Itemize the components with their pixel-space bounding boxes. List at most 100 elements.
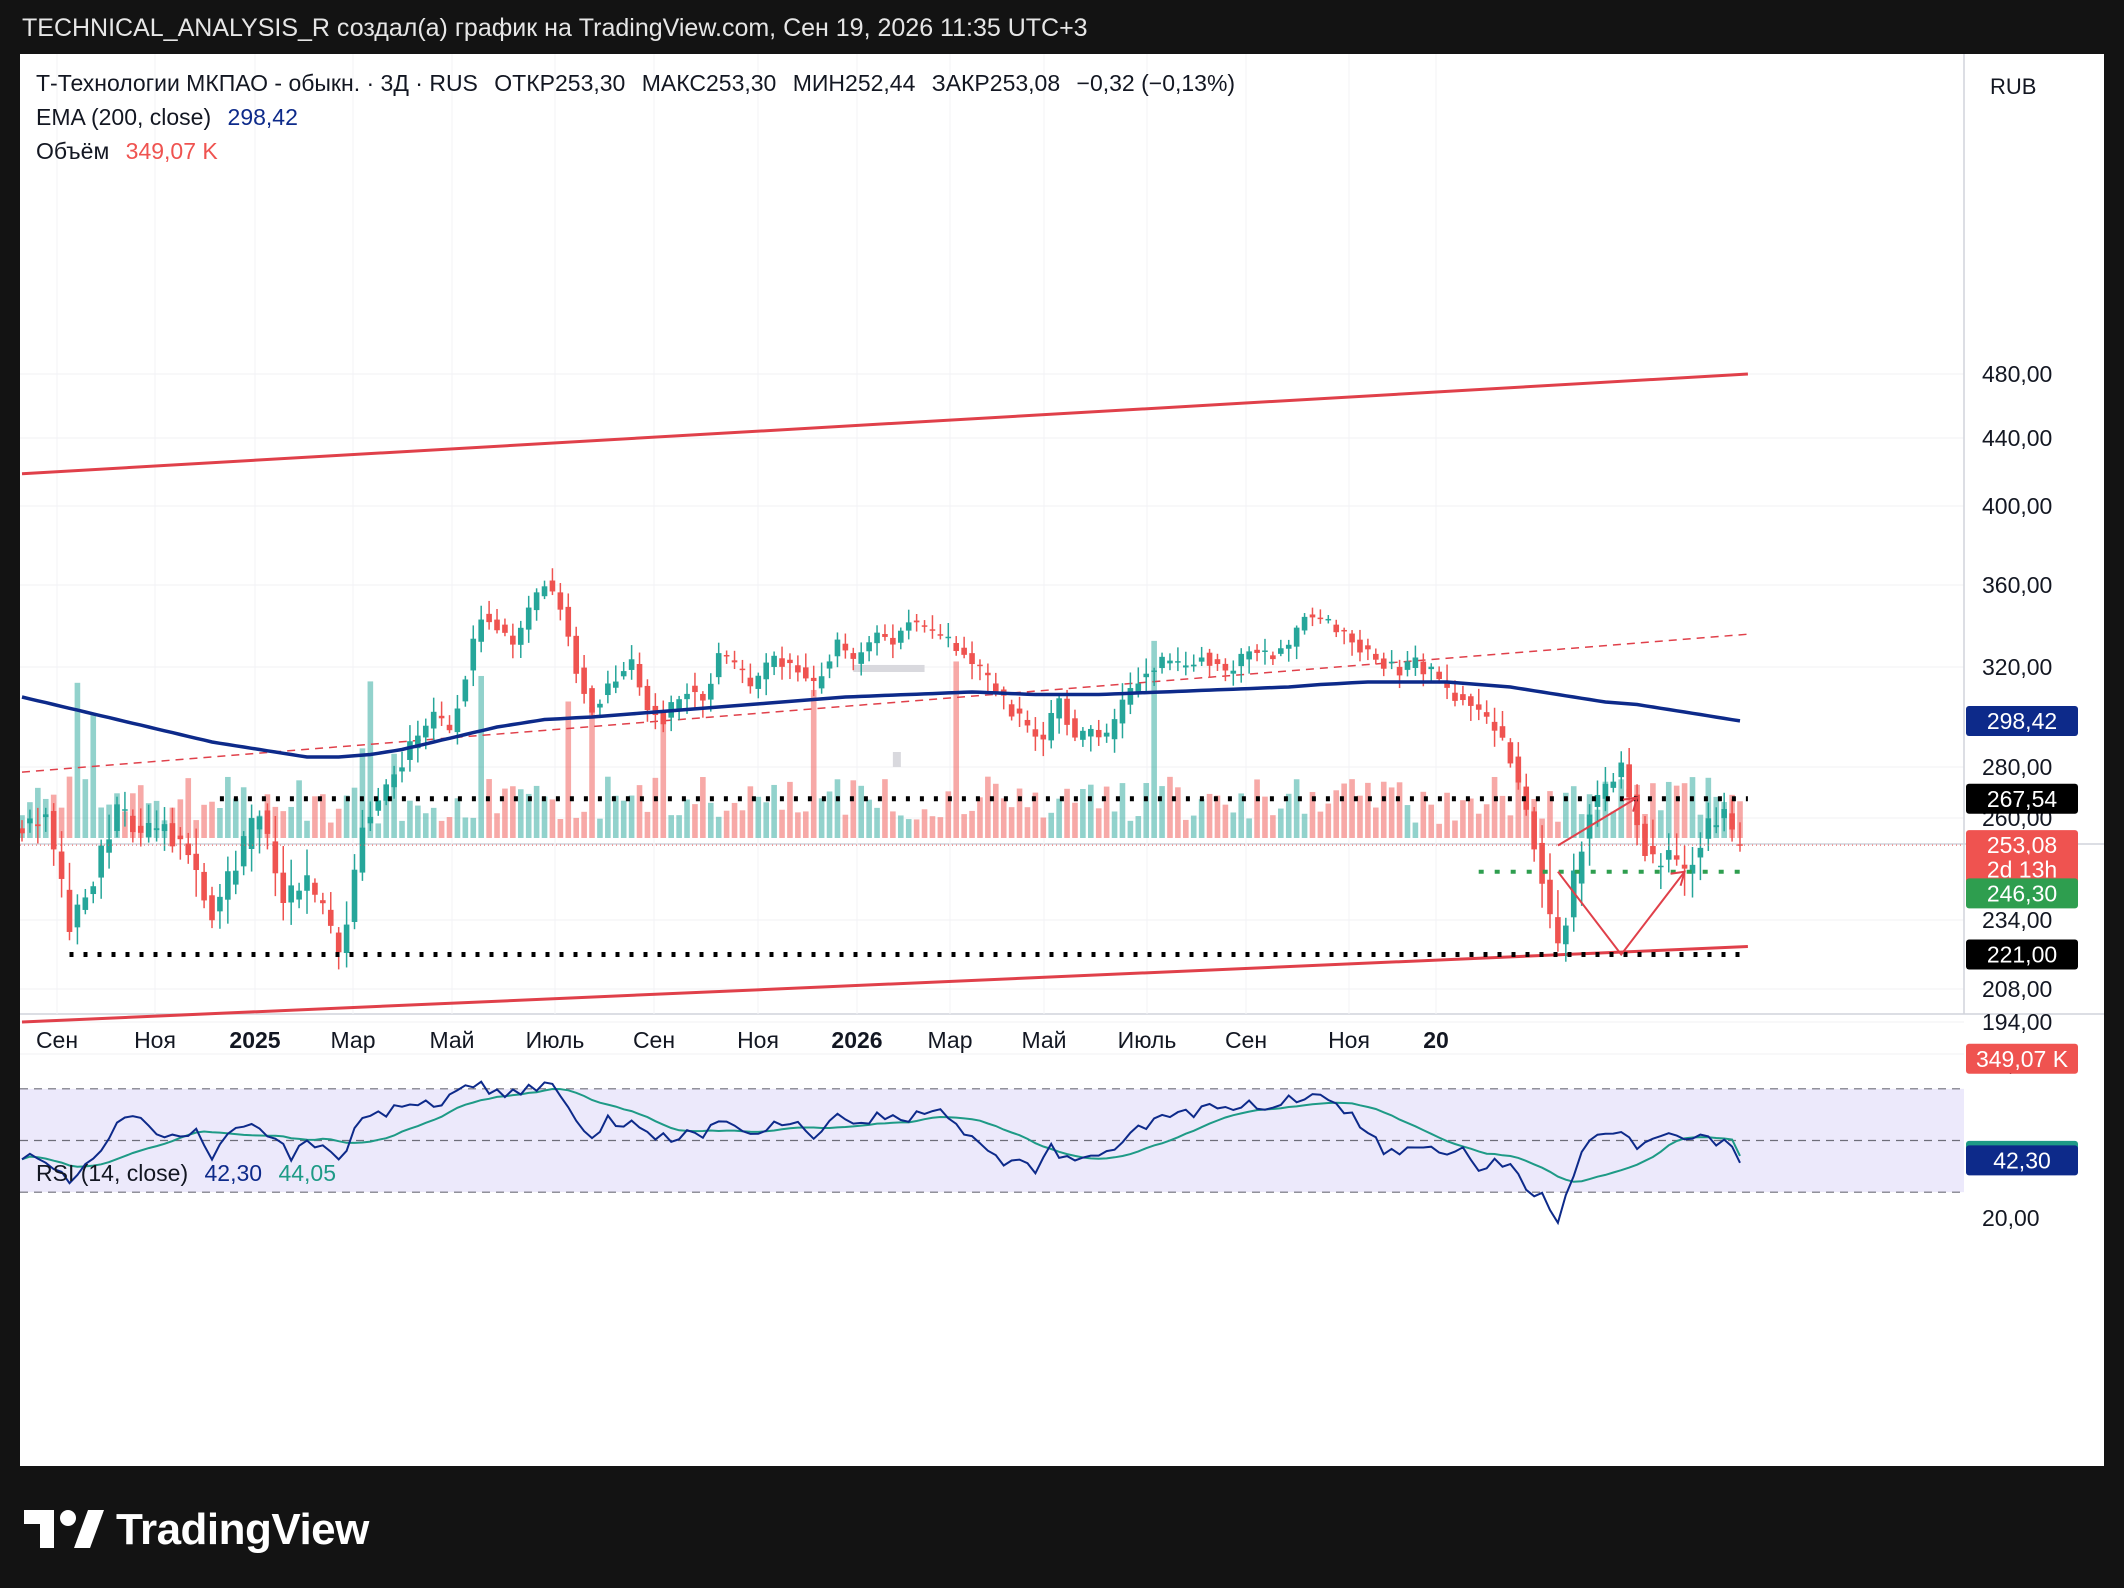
candle-body [35, 824, 41, 827]
candle-body [1428, 666, 1435, 670]
candle-body [1444, 681, 1450, 688]
rsi-line [21, 1080, 1741, 1226]
candle-body [1515, 756, 1522, 783]
volume-legend[interactable]: Объём 349,07 K [36, 138, 228, 165]
candle-body [1230, 670, 1237, 674]
price-badge-text: 298,42 [1987, 708, 2057, 734]
candle-body [217, 896, 223, 912]
candle-body [327, 909, 334, 926]
candle-body [1159, 656, 1165, 669]
candle-body [1388, 661, 1395, 664]
volume-bar [1095, 808, 1102, 838]
candle-body [161, 824, 168, 832]
volume-bar [1618, 779, 1625, 838]
volume-bar [747, 786, 754, 838]
price-badge: 267,54 [1966, 783, 2078, 814]
rsi-legend[interactable]: RSI (14, close) 42,30 44,05 [36, 1160, 346, 1187]
volume-bar [969, 810, 975, 838]
candle-body [1008, 704, 1015, 717]
tradingview-logo[interactable]: TradingView [24, 1500, 369, 1560]
volume-bar [905, 819, 912, 838]
time-tick-label: Ноя [134, 1027, 176, 1053]
volume-bar [1309, 791, 1316, 838]
price-badge-bg [1966, 1043, 2078, 1074]
ema-legend[interactable]: EMA (200, close) 298,42 [36, 104, 308, 131]
candle-body [288, 885, 294, 903]
candle-body [1626, 764, 1632, 798]
volume-bar [1159, 786, 1165, 838]
candle-body [1317, 617, 1324, 620]
candle-body [1475, 704, 1482, 710]
volume-bar [217, 808, 223, 838]
volume-bar [715, 816, 722, 838]
candle-body [937, 634, 944, 636]
price-badge-bg [1966, 854, 2078, 885]
volume-bar [438, 820, 445, 838]
candle-body [961, 647, 967, 655]
volume-bar [201, 804, 207, 838]
volume-bar [1460, 800, 1466, 838]
time-tick-label: Мар [330, 1027, 375, 1053]
volume-bar [953, 661, 960, 838]
candle-body [897, 630, 904, 643]
candle-body [510, 635, 516, 645]
candle-body [985, 672, 991, 676]
currency-label[interactable]: RUB [1990, 74, 2037, 99]
candle-body [304, 875, 310, 891]
candle-body [1713, 825, 1720, 828]
volume-bar [470, 817, 477, 838]
volume-bar [739, 810, 746, 838]
volume-bar [335, 808, 342, 838]
volume-bar [422, 813, 429, 838]
volume-bar [1626, 788, 1632, 838]
chart-panel[interactable]: Сен Ноя 2025 Мар Май Июль Сен Ноя 2026 Мар Май Июль… [20, 54, 2104, 1466]
candle-body [747, 677, 754, 687]
volume-bar [66, 776, 73, 838]
price-badge-text: 221,00 [1987, 942, 2057, 968]
candle-body [1016, 708, 1023, 714]
chart-canvas[interactable]: Сен Ноя 2025 Мар Май Июль Сен Ноя 2026 Мар Май Июль… [20, 54, 2104, 1466]
candle-body [343, 924, 350, 954]
candle-body [478, 619, 484, 642]
volume-bar [1285, 793, 1292, 838]
volume-bar [1475, 813, 1482, 838]
volume-bar [533, 785, 540, 838]
time-tick-label: Сен [633, 1027, 675, 1053]
candle-body [399, 767, 405, 772]
price-badge-text: 349,07 K [1976, 1046, 2069, 1072]
volume-bar [700, 777, 706, 838]
candle-body [581, 667, 587, 694]
candle-body [866, 642, 872, 652]
volume-bar [446, 817, 453, 838]
highlight-mark [892, 752, 901, 767]
candle-body [620, 671, 627, 677]
price-tick-label: 208,00 [1982, 976, 2052, 1002]
volume-bar [597, 818, 603, 838]
volume-bar [541, 796, 548, 838]
candle-body [438, 715, 445, 719]
volume-bar [1301, 813, 1308, 838]
candle-body [731, 660, 738, 663]
candle-body [1278, 648, 1284, 654]
volume-bar [771, 784, 777, 838]
upper-channel-line [21, 372, 1748, 476]
volume-bar [1048, 812, 1055, 838]
candle-body [1460, 694, 1466, 701]
candle-body [1088, 728, 1094, 737]
candle-body [1658, 865, 1664, 868]
rsi-ma-line [21, 1087, 1741, 1183]
price-badge: 246,30 [1966, 878, 2078, 909]
rsi-badge: 42,30 [1966, 1145, 2078, 1176]
volume-bar [296, 780, 302, 838]
candle-body [1673, 855, 1680, 860]
volume-bar [351, 787, 358, 838]
volume-bar [1206, 793, 1213, 838]
time-tick-label: 20 [1423, 1027, 1449, 1053]
volume-bar [1278, 808, 1284, 838]
candle-body [834, 639, 841, 657]
symbol-name[interactable]: Т-Технологии МКПАО - обыкн. · 3Д · RUS [36, 70, 478, 96]
candle-body [248, 818, 255, 850]
volume-bar [1151, 640, 1157, 838]
volume-bar [407, 800, 413, 838]
candle-body [272, 841, 279, 874]
